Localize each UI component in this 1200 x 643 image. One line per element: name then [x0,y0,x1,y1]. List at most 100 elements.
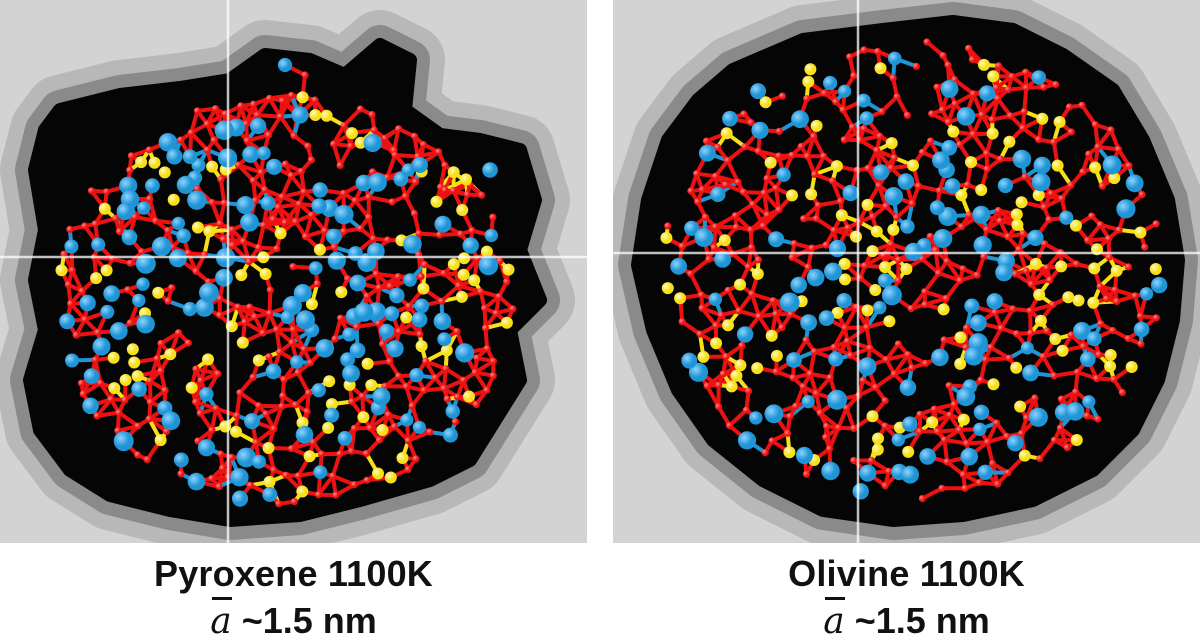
metal-atom [1103,156,1122,175]
metal-atom [900,379,917,396]
oxygen-atom [197,410,204,417]
metal-atom [1087,331,1102,346]
metal-atom [334,205,353,224]
oxygen-atom [951,401,958,408]
silicon-atom [362,358,374,370]
oxygen-atom [826,445,833,452]
silicon-atom [771,350,783,362]
oxygen-atom [288,92,295,99]
metal-atom [252,455,266,469]
silicon-atom [101,264,113,276]
oxygen-atom [213,405,220,412]
oxygen-atom [827,374,834,381]
oxygen-atom [289,263,296,270]
silicon-atom [805,188,817,200]
silicon-atom [253,354,265,366]
oxygen-atom [290,132,297,139]
oxygen-atom [1058,195,1065,202]
oxygen-atom [866,345,873,352]
metal-atom [1140,287,1153,300]
silicon-atom [164,348,176,360]
oxygen-atom [831,344,838,351]
oxygen-atom [134,451,141,458]
oxygen-atom [822,434,829,441]
oxygen-atom [923,38,930,45]
oxygen-atom [1067,182,1074,189]
oxygen-atom [788,152,795,159]
metal-atom [699,145,716,162]
oxygen-atom [254,111,261,118]
oxygen-atom [1115,146,1122,153]
oxygen-atom [318,451,325,458]
metal-atom [802,395,815,408]
oxygen-atom [748,244,755,251]
metal-atom [978,465,993,480]
oxygen-atom [908,364,915,371]
oxygen-atom [941,336,948,343]
oxygen-atom [921,301,928,308]
oxygen-atom [185,339,192,346]
oxygen-atom [803,337,810,344]
silicon-atom [314,244,326,256]
oxygen-atom [724,157,731,164]
oxygen-atom [1088,213,1095,220]
oxygen-atom [844,338,851,345]
oxygen-atom [126,167,133,174]
metal-atom [919,448,936,465]
oxygen-atom [363,450,370,457]
mean-size-symbol: a [210,597,231,643]
oxygen-atom [927,233,934,240]
metal-atom [384,306,399,321]
metal-atom [198,439,215,456]
silicon-atom [128,357,140,369]
metal-atom [82,398,99,415]
metal-atom [1013,150,1032,169]
metal-atom [960,448,978,466]
oxygen-atom [440,385,447,392]
oxygen-atom [370,235,377,242]
oxygen-atom [1092,121,1099,128]
silicon-atom [811,120,823,132]
metal-atom [970,315,987,332]
silicon-atom [460,173,472,185]
oxygen-atom [412,178,419,185]
oxygen-atom [763,175,770,182]
metal-atom [931,349,949,367]
oxygen-atom [1084,237,1091,244]
oxygen-atom [995,62,1002,69]
metal-atom [409,368,423,382]
oxygen-atom [214,370,221,377]
oxygen-atom [956,277,963,284]
metal-atom [266,364,282,380]
oxygen-atom [1137,313,1144,320]
oxygen-atom [983,150,990,157]
silicon-atom [1052,160,1064,172]
metal-atom [443,428,458,443]
oxygen-atom [817,409,824,416]
silicon-atom [168,194,180,206]
oxygen-atom [473,401,480,408]
oxygen-atom [893,214,900,221]
oxygen-atom [405,303,412,310]
oxygen-atom [367,424,374,431]
oxygen-atom [1021,108,1028,115]
metal-atom [807,269,825,287]
metal-atom [902,416,917,431]
oxygen-atom [276,348,283,355]
oxygen-atom [304,143,311,150]
oxygen-atom [347,142,354,149]
oxygen-atom [943,258,950,265]
oxygen-atom [452,418,459,425]
oxygen-atom [73,332,80,339]
silicon-atom [734,279,746,291]
oxygen-atom [217,176,224,183]
oxygen-atom [1005,86,1012,93]
oxygen-atom [775,206,782,213]
silicon-atom [108,382,120,394]
oxygen-atom [418,273,425,280]
silicon-atom [1089,162,1101,174]
oxygen-atom [250,177,257,184]
oxygen-atom [755,256,762,263]
silicon-atom [365,379,377,391]
oxygen-atom [841,324,848,331]
